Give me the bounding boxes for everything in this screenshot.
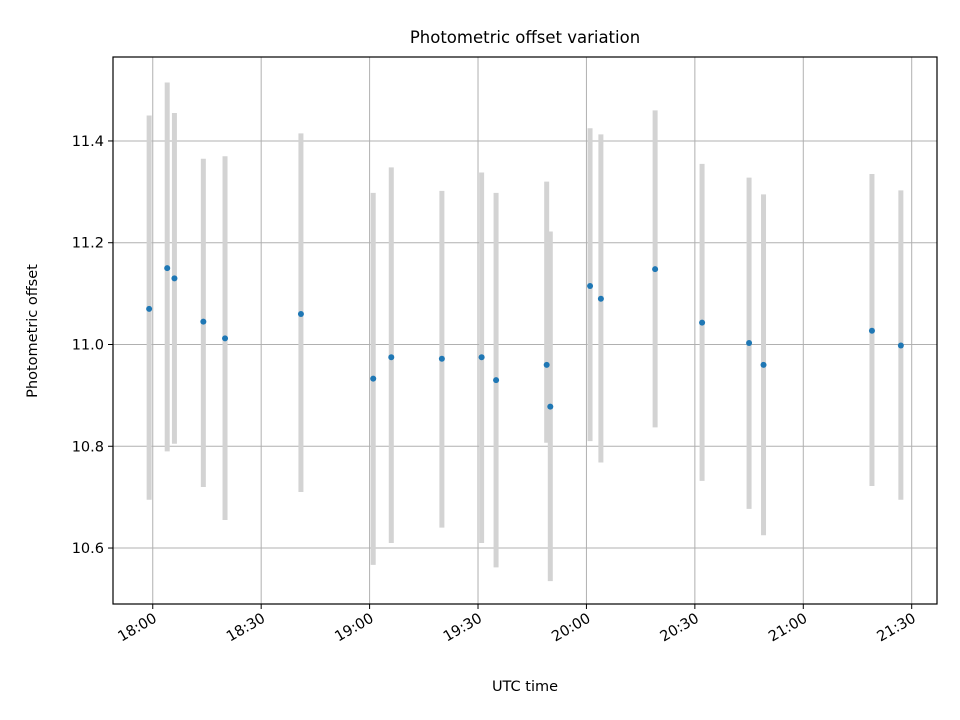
data-point xyxy=(388,354,395,361)
y-tick-label: 10.8 xyxy=(72,439,104,455)
y-tick-label: 11.2 xyxy=(72,236,104,252)
data-point xyxy=(547,403,554,410)
data-point xyxy=(200,318,207,325)
data-point xyxy=(746,339,753,346)
data-point xyxy=(587,282,594,289)
data-point xyxy=(897,342,904,349)
data-point xyxy=(222,335,229,342)
y-tick-label: 10.6 xyxy=(72,541,104,557)
point-layer xyxy=(146,265,904,410)
data-point xyxy=(164,265,171,272)
data-point xyxy=(760,361,767,368)
data-point xyxy=(438,355,445,362)
y-tick-label: 11.4 xyxy=(72,134,104,150)
data-point xyxy=(146,305,153,312)
data-point xyxy=(543,361,550,368)
data-point xyxy=(297,310,304,317)
y-axis-label: Photometric offset xyxy=(25,264,41,398)
data-point xyxy=(478,354,485,361)
data-point xyxy=(171,275,178,282)
grid-layer xyxy=(113,57,937,604)
plot-frame xyxy=(112,56,938,605)
chart-title: Photometric offset variation xyxy=(410,28,640,47)
data-point xyxy=(370,375,377,382)
y-tick-label: 11.0 xyxy=(72,337,104,353)
data-point xyxy=(493,377,500,384)
y-axis-ticks: 10.6 10.8 11.0 11.2 11.4 xyxy=(72,134,113,557)
x-axis-label: UTC time xyxy=(492,679,558,695)
data-point xyxy=(652,266,659,273)
data-point xyxy=(597,295,604,302)
data-point xyxy=(699,319,706,326)
data-point xyxy=(868,327,875,334)
